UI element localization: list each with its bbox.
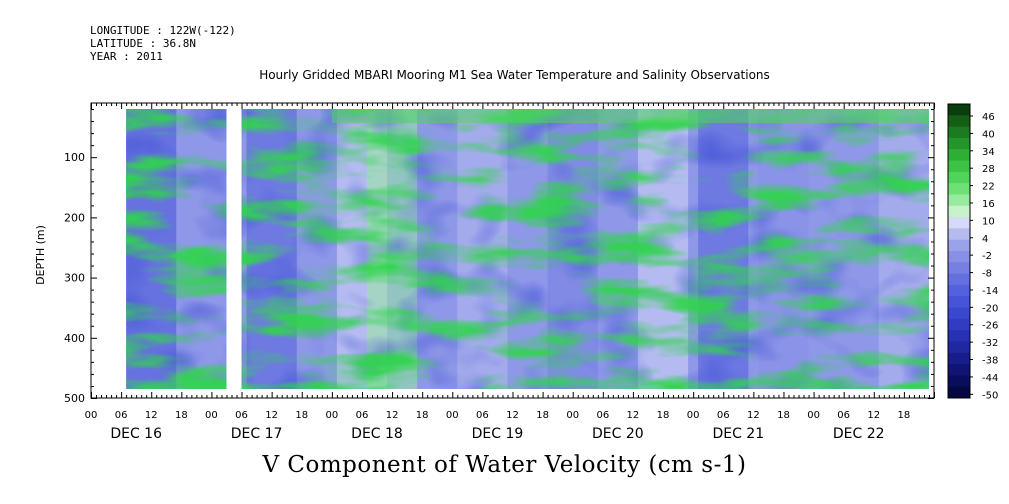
x-tick-label: 12: [265, 410, 278, 421]
x-tick-label: 00: [446, 410, 459, 421]
colorbar-label: -44: [982, 373, 998, 384]
y-tick-label: 400: [64, 332, 85, 345]
x-day-label: DEC 16: [110, 426, 162, 442]
y-tick-label: 500: [64, 392, 85, 405]
x-tick-label: 18: [657, 410, 670, 421]
colorbar-swatch: [948, 386, 970, 399]
x-tick-label: 18: [416, 410, 429, 421]
x-tick-label: 00: [566, 410, 579, 421]
colorbar-swatch: [948, 149, 970, 162]
colorbar-swatch: [948, 341, 970, 354]
x-tick-label: 12: [867, 410, 880, 421]
year-label: YEAR : 2011: [90, 50, 163, 63]
colorbar-swatch: [948, 194, 970, 207]
x-day-label: DEC 21: [712, 426, 764, 442]
colorbar-label: 22: [982, 182, 995, 193]
colorbar-swatch: [948, 205, 970, 218]
x-tick-label: 06: [837, 410, 850, 421]
x-day-label: DEC 18: [351, 426, 403, 442]
x-tick-label: 18: [777, 410, 790, 421]
colorbar-swatch: [948, 364, 970, 376]
x-tick-label: 18: [536, 410, 549, 421]
colorbar-swatch: [948, 330, 970, 342]
colorbar-label: -20: [982, 303, 998, 314]
colorbar-label: 28: [982, 164, 995, 175]
latitude-label: LATITUDE : 36.8N: [90, 37, 196, 50]
x-tick-label: 00: [205, 410, 218, 421]
colorbar-label: 4: [982, 234, 988, 245]
x-tick-label: 12: [506, 410, 519, 421]
x-tick-label: 00: [325, 410, 338, 421]
colorbar-swatch: [948, 104, 970, 116]
x-tick-label: 18: [295, 410, 308, 421]
colorbar-label: 34: [982, 147, 995, 158]
x-tick-label: 06: [235, 410, 248, 421]
x-day-label: DEC 17: [231, 426, 283, 442]
colorbar-swatch: [948, 239, 970, 252]
velocity-field: [126, 109, 929, 389]
x-tick-label: 00: [807, 410, 820, 421]
colorbar-label: -38: [982, 356, 998, 367]
x-tick-label: 12: [386, 410, 399, 421]
colorbar-swatch: [948, 262, 970, 275]
x-tick-label: 00: [85, 410, 98, 421]
colorbar-label: 16: [982, 199, 995, 210]
colorbar-swatch: [948, 296, 970, 309]
colorbar-swatch: [948, 228, 970, 241]
x-day-label: DEC 22: [833, 426, 885, 442]
x-tick-label: 06: [476, 410, 489, 421]
x-tick-label: 18: [175, 410, 188, 421]
x-tick-label: 06: [717, 410, 730, 421]
colorbar-label: 40: [982, 129, 995, 140]
colorbar-swatch: [948, 126, 970, 139]
y-tick-label: 300: [64, 272, 85, 285]
colorbar: 46 40 34 28 22 16 10 4 -2 -8 -14 -20 -26 -32 -38 -44 -50: [947, 103, 998, 401]
colorbar-swatch: [948, 307, 970, 320]
x-tick-label: 12: [627, 410, 640, 421]
x-axis: 00 06 12 18 00 06 12 18 00 06 12 18 00 06 12 18 00 06 12 18…: [85, 103, 935, 442]
colorbar-swatch: [948, 160, 970, 173]
x-tick-label: 18: [898, 410, 911, 421]
colorbar-label: -32: [982, 338, 998, 349]
colorbar-label: -2: [982, 251, 992, 262]
longitude-label: LONGITUDE : 122W(-122): [90, 24, 236, 37]
colorbar-label: -50: [982, 390, 998, 401]
colorbar-label: -8: [982, 269, 992, 280]
x-axis-label: V Component of Water Velocity (cm s-1): [262, 452, 747, 478]
y-tick-label: 200: [64, 211, 85, 224]
y-axis-label: DEPTH (m): [34, 225, 47, 285]
colorbar-swatch: [948, 375, 970, 388]
colorbar-swatch: [948, 217, 970, 229]
x-tick-label: 06: [356, 410, 369, 421]
colorbar-swatch: [948, 183, 970, 195]
colorbar-swatch: [948, 318, 970, 331]
heatmap-area: [126, 109, 929, 389]
chart-title: Hourly Gridded MBARI Mooring M1 Sea Wate…: [259, 68, 770, 82]
colorbar-swatch: [948, 352, 970, 365]
colorbar-swatch: [948, 251, 970, 263]
colorbar-swatch: [948, 284, 970, 297]
x-tick-label: 06: [596, 410, 609, 421]
colorbar-swatch: [948, 137, 970, 150]
x-day-label: DEC 20: [592, 426, 644, 442]
surface-band: [331, 109, 929, 124]
colorbar-border: [947, 103, 971, 399]
y-tick-label: 100: [64, 151, 85, 164]
colorbar-swatch: [948, 115, 970, 128]
colorbar-label: -26: [982, 321, 998, 332]
colorbar-label: 10: [982, 216, 995, 227]
x-day-label: DEC 19: [472, 426, 524, 442]
x-tick-label: 12: [145, 410, 158, 421]
x-tick-label: 12: [747, 410, 760, 421]
colorbar-label: 46: [982, 112, 995, 123]
green-texture: [126, 109, 929, 389]
colorbar-swatch: [948, 273, 970, 286]
colorbar-label: -14: [982, 286, 998, 297]
x-tick-label: 00: [687, 410, 700, 421]
y-axis: 100 200 300 400 500: [64, 109, 934, 405]
x-tick-label: 06: [115, 410, 128, 421]
colorbar-swatch: [948, 171, 970, 184]
